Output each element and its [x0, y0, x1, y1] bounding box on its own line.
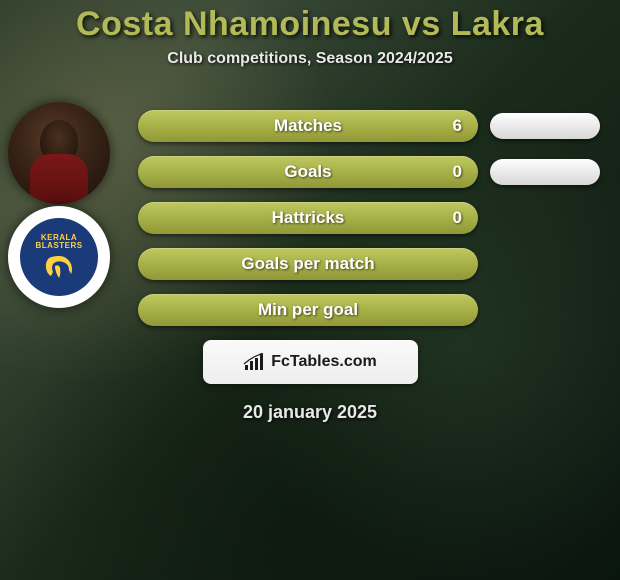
- stat-value-left: 0: [453, 208, 462, 228]
- page-title: Costa Nhamoinesu vs Lakra: [0, 5, 620, 44]
- subtitle: Club competitions, Season 2024/2025: [0, 50, 620, 68]
- stat-label: Hattricks: [138, 208, 478, 228]
- stat-row: Goals per match: [138, 248, 612, 280]
- date-label: 20 january 2025: [0, 402, 620, 423]
- stat-pill-right: [490, 113, 600, 139]
- avatar-column: KERALA BLASTERS: [8, 102, 110, 310]
- brand-text: FcTables.com: [271, 353, 377, 371]
- stat-row: Min per goal: [138, 294, 612, 326]
- player-right-avatar: KERALA BLASTERS: [8, 206, 110, 308]
- stat-label: Goals: [138, 162, 478, 182]
- stat-label: Goals per match: [138, 254, 478, 274]
- elephant-icon: [41, 252, 77, 280]
- club-name-bottom: BLASTERS: [35, 242, 82, 250]
- brand-badge[interactable]: FcTables.com: [203, 340, 418, 384]
- stat-pill-left: Min per goal: [138, 294, 478, 326]
- stat-pill-right: [490, 159, 600, 185]
- stat-row: Hattricks 0: [138, 202, 612, 234]
- stat-label: Matches: [138, 116, 478, 136]
- stat-label: Min per goal: [138, 300, 478, 320]
- stat-value-left: 6: [453, 116, 462, 136]
- club-logo: KERALA BLASTERS: [20, 218, 98, 296]
- stat-pill-left: Matches 6: [138, 110, 478, 142]
- player-left-avatar: [8, 102, 110, 204]
- stat-value-left: 0: [453, 162, 462, 182]
- chart-icon: [243, 353, 265, 371]
- comparison-card: Costa Nhamoinesu vs Lakra Club competiti…: [0, 0, 620, 580]
- stat-pill-left: Goals 0: [138, 156, 478, 188]
- stat-pill-left: Hattricks 0: [138, 202, 478, 234]
- stat-pill-left: Goals per match: [138, 248, 478, 280]
- stat-row: Matches 6: [138, 110, 612, 142]
- stats-list: Matches 6 Goals 0 Hattricks 0 Goals per …: [138, 96, 612, 326]
- stat-row: Goals 0: [138, 156, 612, 188]
